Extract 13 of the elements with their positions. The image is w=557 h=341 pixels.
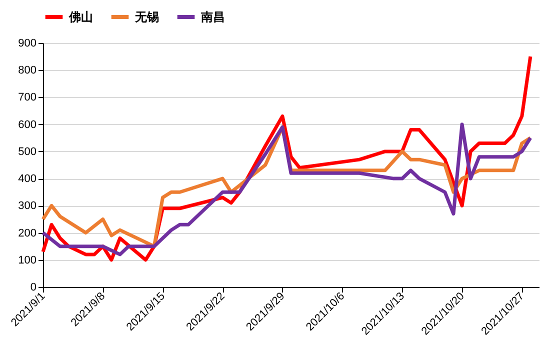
y-tick-label: 200 <box>18 227 36 240</box>
y-tick-label: 300 <box>18 200 36 212</box>
y-tick-label: 800 <box>18 64 36 77</box>
y-tick-label: 400 <box>18 173 36 186</box>
y-tick-label: 100 <box>18 254 36 266</box>
legend-label: 佛山 <box>68 10 93 24</box>
y-tick-label: 600 <box>18 118 36 131</box>
y-tick-label: 700 <box>18 92 36 104</box>
legend-label: 无锡 <box>134 10 159 24</box>
legend-label: 南昌 <box>200 10 225 24</box>
y-tick-label: 500 <box>18 146 36 158</box>
y-tick-label: 0 <box>30 282 36 294</box>
y-tick-label: 900 <box>18 38 36 50</box>
